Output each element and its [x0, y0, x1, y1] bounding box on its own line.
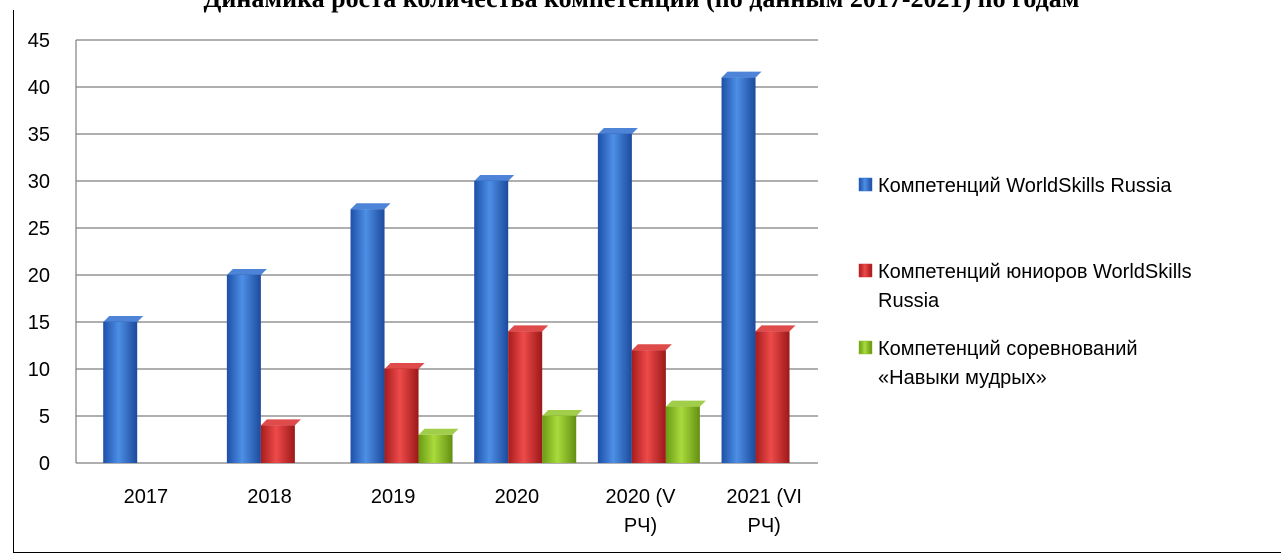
bar-top	[597, 128, 638, 134]
bar	[721, 77, 756, 463]
bar	[260, 425, 295, 463]
bar	[631, 350, 666, 463]
bar-top	[721, 71, 762, 78]
legend-swatch	[858, 340, 873, 355]
bar	[474, 181, 509, 463]
bar-top	[542, 410, 583, 416]
y-tick-label: 40	[28, 77, 50, 99]
bar-top	[226, 269, 267, 275]
bar	[755, 331, 790, 463]
bar-top	[103, 316, 144, 322]
legend-swatch	[858, 263, 873, 278]
bar	[418, 434, 453, 463]
x-tick-label: 2019	[371, 486, 416, 508]
legend-label: Компетенций WorldSkills Russia	[878, 175, 1172, 197]
y-tick-label: 5	[39, 406, 50, 428]
bar-top	[350, 203, 391, 210]
bar-top	[665, 400, 706, 407]
y-tick-label: 35	[28, 124, 50, 146]
legend-label: Russia	[878, 290, 940, 312]
bar-top	[508, 325, 549, 332]
legend-swatch	[858, 177, 873, 192]
y-tick-label: 45	[28, 30, 50, 52]
legend-label: Компетенций соревнований	[878, 338, 1138, 360]
bar	[665, 406, 700, 463]
y-tick-label: 10	[28, 359, 50, 381]
chart-frame	[13, 10, 1281, 553]
x-tick-label: 2020 (V	[605, 486, 676, 508]
bar-top	[474, 175, 515, 181]
y-tick-label: 15	[28, 312, 50, 334]
bar	[597, 134, 632, 463]
x-tick-label: 2021 (VI	[726, 486, 802, 508]
bar	[103, 322, 138, 463]
x-tick-label: РЧ)	[747, 515, 780, 537]
chart-title: Динамика роста количества компетенций (п…	[0, 0, 1283, 14]
x-tick-label: РЧ)	[624, 515, 657, 537]
y-tick-label: 20	[28, 265, 50, 287]
bar-top	[418, 428, 459, 435]
bar-top	[384, 363, 425, 369]
bar	[508, 331, 543, 463]
bar	[542, 416, 577, 463]
bar	[384, 369, 419, 463]
x-tick-label: 2018	[247, 486, 292, 508]
y-tick-label: 25	[28, 218, 50, 240]
bar-top	[260, 419, 301, 426]
x-tick-label: 2017	[124, 486, 169, 508]
y-tick-label: 0	[39, 453, 50, 475]
bar-top	[755, 325, 796, 332]
bar	[226, 275, 261, 463]
y-tick-label: 30	[28, 171, 50, 193]
bar	[350, 209, 385, 463]
legend-label: Компетенций юниоров WorldSkills	[878, 261, 1192, 283]
legend-label: «Навыки мудрых»	[878, 367, 1047, 389]
bar-top	[631, 344, 672, 351]
x-tick-label: 2020	[495, 486, 540, 508]
